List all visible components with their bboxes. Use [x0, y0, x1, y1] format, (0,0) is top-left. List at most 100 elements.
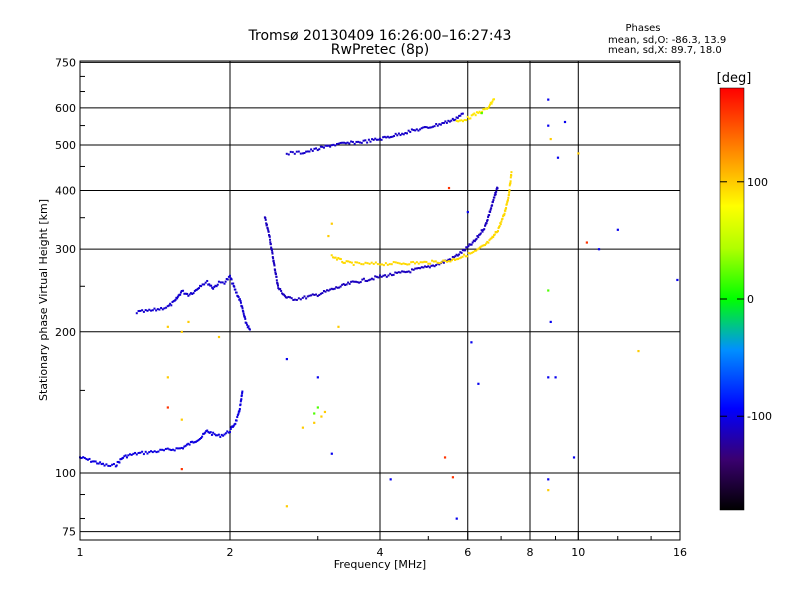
- data-point: [323, 410, 327, 414]
- data-point: [492, 236, 495, 239]
- data-point: [123, 455, 126, 458]
- data-point: [206, 429, 209, 432]
- data-point: [245, 322, 248, 325]
- data-point: [285, 505, 288, 508]
- data-point: [338, 257, 341, 260]
- data-point: [347, 281, 350, 284]
- data-point: [376, 263, 379, 266]
- data-point: [165, 306, 168, 309]
- data-point: [430, 126, 433, 129]
- data-point: [471, 241, 474, 244]
- data-point: [506, 200, 509, 203]
- data-point: [139, 309, 142, 312]
- data-point: [200, 285, 203, 288]
- data-point: [481, 244, 484, 247]
- data-point: [330, 144, 333, 147]
- data-point: [173, 449, 176, 452]
- data-point: [232, 425, 235, 428]
- data-point: [360, 141, 363, 144]
- data-point: [223, 282, 226, 285]
- data-point: [214, 284, 217, 287]
- data-point: [417, 267, 420, 270]
- data-point: [183, 445, 186, 448]
- data-point: [477, 236, 480, 239]
- data-point: [204, 431, 207, 434]
- data-point: [450, 259, 453, 262]
- data-point: [399, 271, 402, 274]
- data-point: [229, 274, 231, 277]
- phase-mean-o: mean, sd,O: -86.3, 13.9: [608, 35, 726, 46]
- data-point: [374, 275, 377, 278]
- data-point: [475, 111, 478, 114]
- data-point: [468, 243, 471, 246]
- data-point: [406, 270, 409, 273]
- data-point: [341, 260, 344, 263]
- data-point: [239, 300, 242, 303]
- data-point: [478, 233, 481, 236]
- data-point: [236, 416, 239, 419]
- data-point: [348, 282, 351, 285]
- data-point: [477, 382, 480, 385]
- data-point: [275, 275, 278, 278]
- data-point: [295, 150, 298, 153]
- data-point: [368, 262, 371, 265]
- data-point: [563, 120, 567, 124]
- data-point: [321, 292, 324, 295]
- data-point: [473, 249, 476, 252]
- data-point: [166, 447, 169, 450]
- data-point: [464, 255, 467, 258]
- data-point: [183, 292, 186, 295]
- data-point: [362, 139, 365, 142]
- data-point: [398, 262, 401, 265]
- data-point: [461, 112, 464, 115]
- data-point: [458, 253, 461, 256]
- data-point: [549, 320, 552, 324]
- data-point: [487, 216, 490, 219]
- data-point: [196, 287, 199, 290]
- data-point: [459, 251, 462, 254]
- data-point: [201, 283, 204, 286]
- data-point: [310, 294, 313, 297]
- data-point: [506, 201, 509, 204]
- data-point: [163, 449, 166, 452]
- data-point: [180, 289, 183, 292]
- data-point: [395, 271, 398, 274]
- data-point: [177, 447, 180, 450]
- data-point: [293, 298, 296, 301]
- data-point: [223, 433, 226, 436]
- data-point: [341, 283, 344, 286]
- data-point: [350, 140, 353, 143]
- data-point: [166, 376, 169, 379]
- data-point: [414, 267, 417, 270]
- data-point: [329, 288, 332, 291]
- data-point: [238, 298, 241, 301]
- data-point: [216, 434, 219, 437]
- data-point: [466, 115, 469, 118]
- data-point: [99, 461, 102, 464]
- colorbar-tick-label: 100: [747, 176, 768, 189]
- data-point: [456, 254, 459, 257]
- data-point: [429, 262, 432, 265]
- data-point: [232, 282, 235, 285]
- data-point: [455, 119, 458, 122]
- chart-subtitle: RwPretec (8p): [331, 42, 429, 58]
- data-point: [192, 292, 195, 295]
- data-point: [105, 463, 108, 466]
- data-point: [192, 441, 195, 444]
- data-point: [207, 431, 210, 434]
- data-point: [216, 283, 219, 286]
- data-point: [379, 274, 381, 277]
- data-point: [497, 227, 500, 230]
- data-point: [472, 239, 475, 242]
- data-point: [240, 394, 243, 397]
- data-point: [225, 277, 228, 280]
- data-point: [408, 263, 411, 266]
- data-point: [339, 258, 342, 261]
- chart-title: Tromsø 20130409 16:26:00–16:27:43: [248, 28, 512, 44]
- data-point: [345, 283, 348, 286]
- data-point: [457, 120, 460, 123]
- data-point: [509, 180, 512, 183]
- data-point: [448, 258, 451, 261]
- data-point: [404, 262, 407, 265]
- data-point: [272, 261, 275, 264]
